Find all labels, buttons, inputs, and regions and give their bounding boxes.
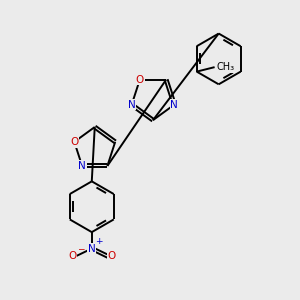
- Text: CH₃: CH₃: [217, 62, 235, 72]
- Text: O: O: [136, 75, 144, 85]
- Text: −: −: [77, 244, 84, 253]
- Text: N: N: [128, 100, 136, 110]
- Text: +: +: [94, 237, 102, 246]
- Text: O: O: [107, 251, 116, 261]
- Text: O: O: [70, 137, 78, 147]
- Text: N: N: [88, 244, 96, 254]
- Text: N: N: [78, 161, 86, 171]
- Text: O: O: [68, 251, 76, 261]
- Text: N: N: [170, 100, 178, 110]
